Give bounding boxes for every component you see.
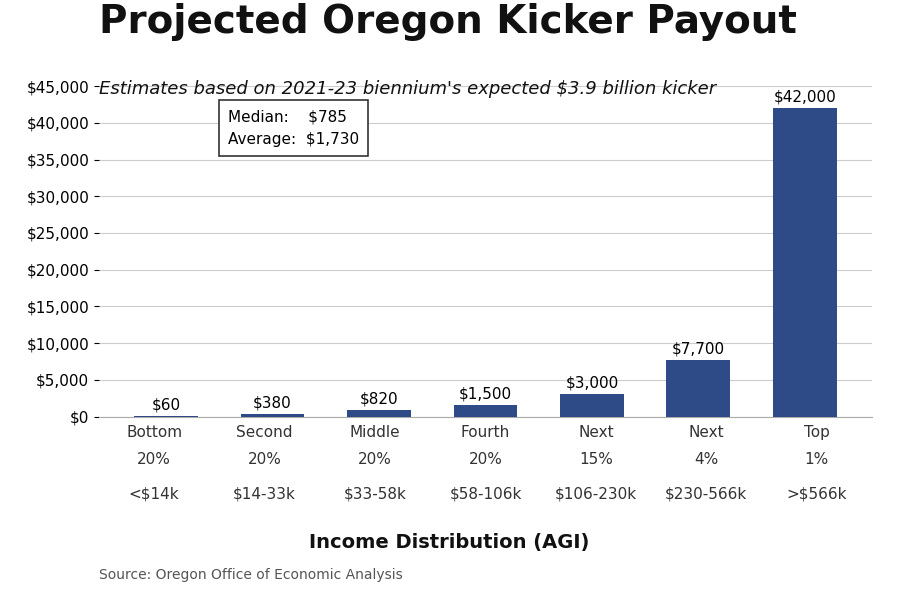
- Text: $106-230k: $106-230k: [555, 486, 637, 501]
- Bar: [666, 360, 730, 416]
- Text: 20%: 20%: [358, 452, 392, 467]
- Text: Projected Oregon Kicker Payout: Projected Oregon Kicker Payout: [99, 3, 797, 41]
- Text: $230-566k: $230-566k: [665, 486, 747, 501]
- Text: $820: $820: [360, 392, 398, 407]
- Bar: [241, 414, 305, 416]
- Text: 15%: 15%: [579, 452, 613, 467]
- Text: $7,700: $7,700: [672, 342, 725, 356]
- Text: Fourth: Fourth: [461, 425, 510, 440]
- Bar: [347, 411, 411, 416]
- Text: $60: $60: [151, 397, 181, 412]
- Text: Next: Next: [689, 425, 725, 440]
- Text: $33-58k: $33-58k: [343, 486, 406, 501]
- Bar: [773, 108, 837, 416]
- Text: Second: Second: [236, 425, 293, 440]
- Text: $58-106k: $58-106k: [450, 486, 521, 501]
- Text: 4%: 4%: [694, 452, 718, 467]
- Text: $1,500: $1,500: [458, 387, 512, 402]
- Text: Estimates based on 2021-23 biennium's expected $3.9 billion kicker: Estimates based on 2021-23 biennium's ex…: [99, 80, 716, 98]
- Text: 20%: 20%: [247, 452, 281, 467]
- Text: 20%: 20%: [138, 452, 171, 467]
- Bar: [453, 405, 518, 416]
- Text: $42,000: $42,000: [773, 89, 836, 105]
- Text: $14-33k: $14-33k: [233, 486, 296, 501]
- Text: Top: Top: [804, 425, 830, 440]
- Text: Bottom: Bottom: [126, 425, 182, 440]
- Text: Income Distribution (AGI): Income Distribution (AGI): [309, 533, 590, 552]
- Text: Median:    $785
Average:  $1,730: Median: $785 Average: $1,730: [227, 109, 359, 147]
- Text: $3,000: $3,000: [565, 376, 619, 391]
- Text: $380: $380: [254, 395, 292, 410]
- Text: Source: Oregon Office of Economic Analysis: Source: Oregon Office of Economic Analys…: [99, 568, 403, 582]
- Text: >$566k: >$566k: [787, 486, 847, 501]
- Text: Next: Next: [578, 425, 614, 440]
- Text: 1%: 1%: [805, 452, 829, 467]
- Text: Middle: Middle: [350, 425, 400, 440]
- Bar: [560, 394, 624, 416]
- Text: 20%: 20%: [468, 452, 503, 467]
- Text: <$14k: <$14k: [129, 486, 180, 501]
